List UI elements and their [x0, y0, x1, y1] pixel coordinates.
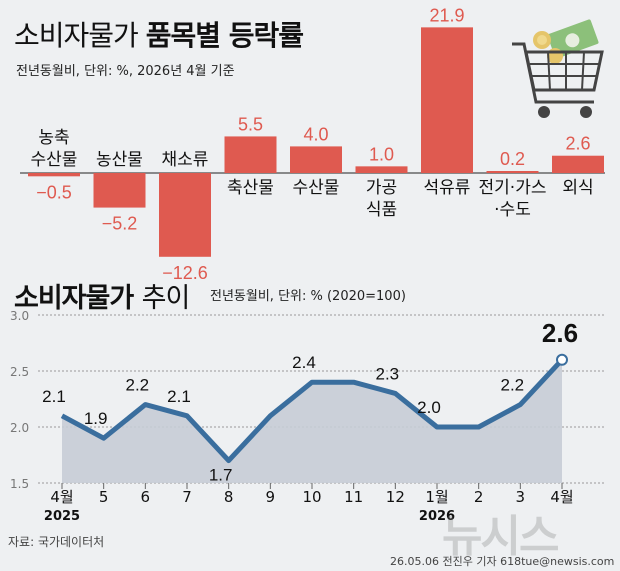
point-value-label: 2.3 — [376, 364, 400, 383]
chart-title-items: 소비자물가 품목별 등락률 — [14, 19, 304, 52]
x-tick-label: 12 — [386, 488, 405, 506]
chart-subtitle-trend: 전년동월비, 단위: % (2020=100) — [210, 289, 406, 304]
point-value-label: 1.9 — [84, 409, 108, 428]
bar-value-label: 0.2 — [500, 149, 525, 169]
bar-category-label: 수산물 — [31, 150, 78, 170]
x-year-label: 2026 — [419, 509, 455, 524]
bar-category-label: 가공 — [366, 178, 397, 198]
bar-0 — [28, 173, 80, 177]
bar-category-label: 석유류 — [424, 178, 471, 198]
point-value-label: 2.1 — [167, 387, 191, 406]
x-tick-label: 10 — [302, 488, 321, 506]
bar-category-label: 축산물 — [227, 178, 274, 198]
shopping-cart-icon — [510, 18, 610, 132]
trend-line — [60, 358, 564, 464]
bar-7 — [486, 171, 539, 173]
last-point-marker — [556, 353, 568, 366]
bar-value-label: −0.5 — [36, 182, 72, 202]
point-value-label: 2.2 — [501, 376, 525, 395]
y-tick-label: 2.5 — [10, 365, 29, 379]
bar-category-label: ·수도 — [494, 200, 531, 220]
bar-value-label: −12.6 — [162, 263, 208, 283]
point-value-label: 2.0 — [417, 398, 441, 417]
point-value-label: 2.6 — [542, 318, 578, 348]
bar-2 — [159, 173, 211, 257]
x-year-label: 2025 — [44, 509, 80, 524]
x-tick-label: 11 — [344, 488, 363, 506]
bar-value-label: 5.5 — [238, 114, 263, 134]
x-tick-label: 4월 — [50, 488, 73, 506]
x-tick-label: 2 — [474, 488, 484, 506]
y-tick-label: 1.5 — [10, 477, 29, 491]
bar-3 — [224, 136, 277, 173]
bar-6 — [421, 27, 473, 173]
bar-value-label: 4.0 — [303, 124, 328, 144]
bar-8 — [552, 155, 604, 173]
y-tick-label: 3.0 — [10, 309, 29, 323]
x-tick-label: 9 — [266, 488, 276, 506]
bar-value-label: 1.0 — [369, 144, 394, 164]
x-tick-label: 4월 — [550, 488, 573, 506]
bar-value-label: −5.2 — [102, 214, 138, 234]
bar-category-label: 채소류 — [162, 150, 209, 170]
y-tick-label: 2.0 — [10, 421, 29, 435]
bar-category-label: 농축 — [38, 128, 69, 148]
point-value-label: 1.7 — [209, 466, 233, 485]
chart-title-trend: 소비자물가 추이 — [14, 283, 190, 314]
x-tick-label: 1월 — [425, 488, 448, 506]
point-value-label: 2.1 — [42, 387, 66, 406]
bar-1 — [93, 173, 146, 208]
point-value-label: 2.2 — [126, 376, 150, 395]
bar-category-label: 농산물 — [96, 150, 143, 170]
bar-4 — [290, 146, 342, 173]
x-tick-label: 8 — [224, 488, 234, 506]
bar-category-label: 외식 — [562, 178, 593, 198]
x-tick-label: 6 — [141, 488, 151, 506]
bar-value-label: 2.6 — [565, 134, 590, 154]
source-note: 자료: 국가데이터처 — [8, 535, 105, 549]
bar-category-label: 전기·가스 — [479, 178, 547, 198]
trend-area — [62, 359, 562, 483]
watermark-logo: 뉴시스 — [442, 511, 559, 562]
x-tick-label: 3 — [516, 488, 526, 506]
bar-category-label: 수산물 — [293, 178, 340, 198]
x-tick-label: 7 — [182, 488, 192, 506]
point-value-label: 2.4 — [292, 353, 316, 372]
x-tick-label: 5 — [99, 488, 109, 506]
bar-value-label: 21.9 — [429, 5, 464, 25]
chart-subtitle-items: 전년동월비, 단위: %, 2026년 4월 기준 — [16, 64, 235, 79]
bar-5 — [355, 166, 408, 173]
bar-category-label: 식품 — [366, 200, 397, 220]
credit-line: 26.05.06 전진우 기자 618tue@newsis.com — [390, 555, 615, 568]
